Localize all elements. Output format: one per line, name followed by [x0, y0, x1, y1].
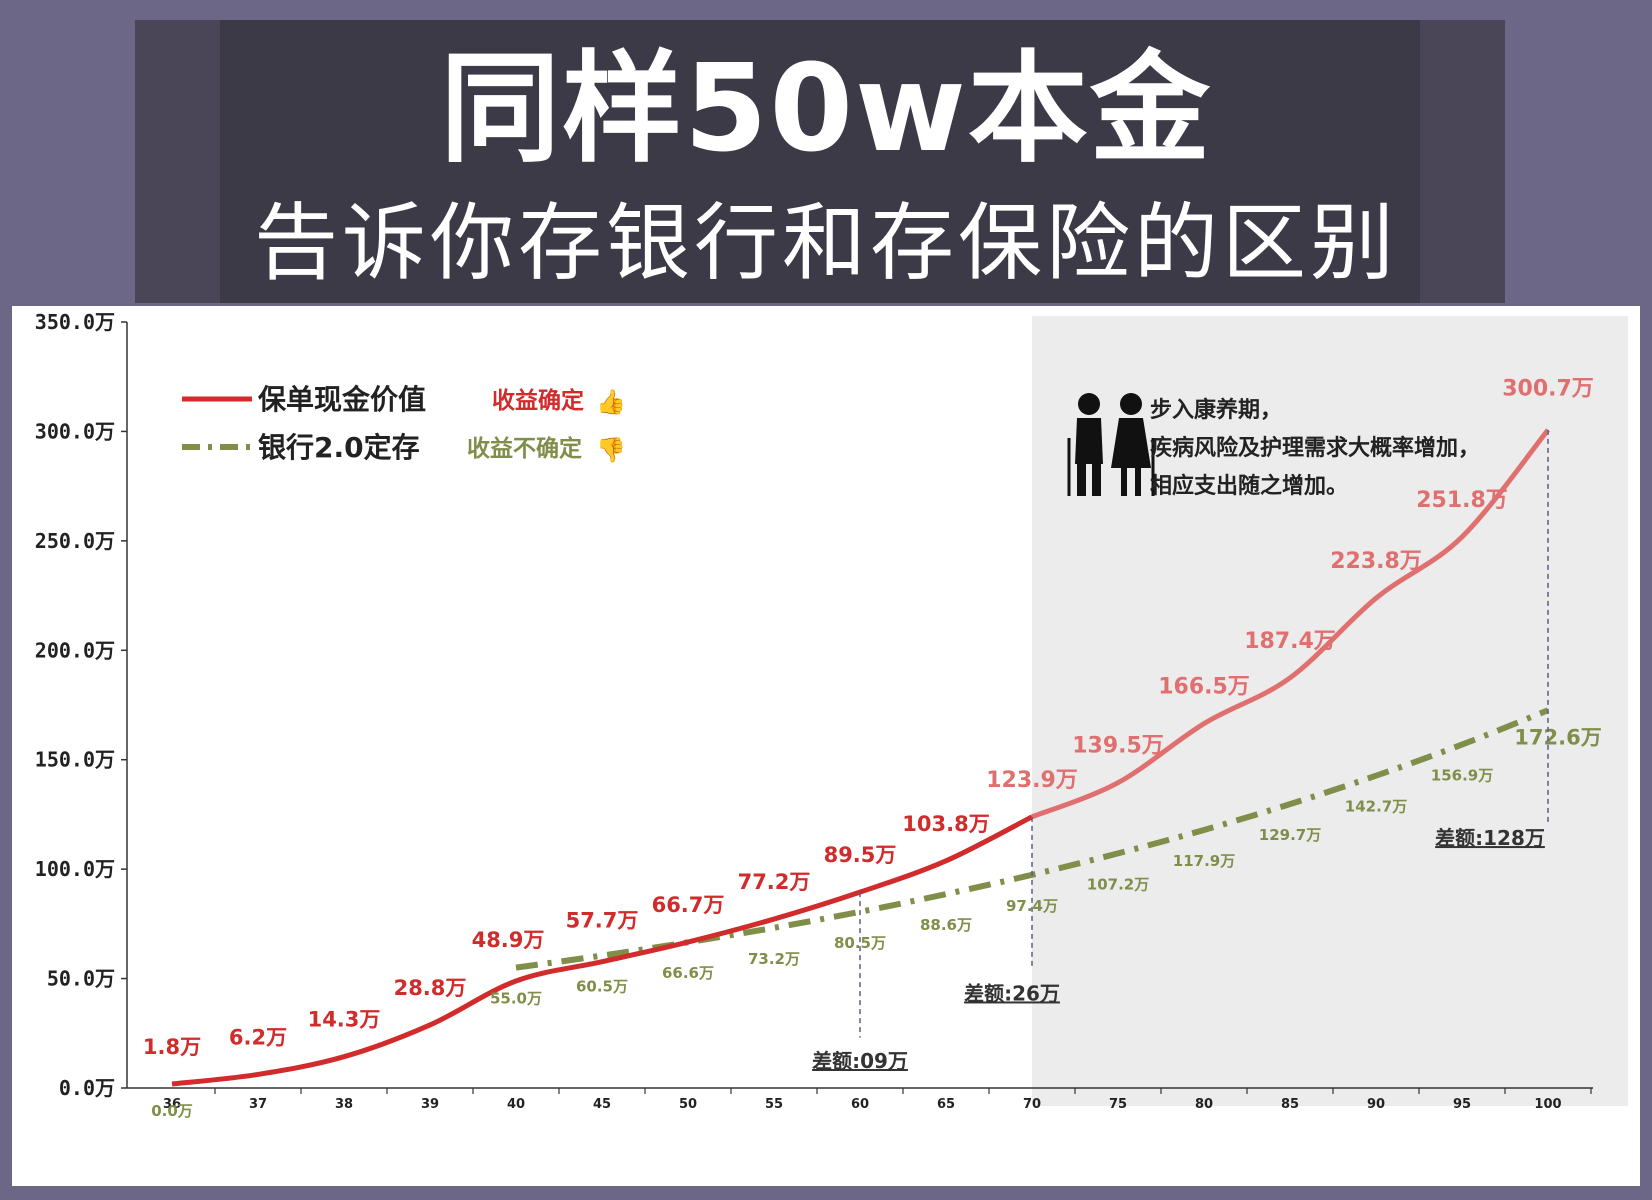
x-tick-label: 75 — [1109, 1097, 1127, 1112]
data-label-bank: 156.9万 — [1431, 767, 1493, 785]
x-tick-label: 37 — [249, 1097, 267, 1112]
data-label-insurance: 57.7万 — [566, 909, 639, 933]
y-tick-label: 0.0万 — [59, 1076, 115, 1100]
data-label-insurance: 66.7万 — [652, 893, 725, 917]
data-label-bank: 73.2万 — [748, 950, 800, 968]
x-tick-label: 70 — [1023, 1097, 1041, 1112]
data-label-insurance: 103.8万 — [902, 812, 989, 836]
header-banner — [135, 20, 1505, 303]
x-tick-label: 90 — [1367, 1097, 1385, 1112]
data-label-insurance: 300.7万 — [1502, 376, 1594, 401]
data-label-insurance: 223.8万 — [1330, 549, 1422, 574]
data-label-insurance: 1.8万 — [143, 1035, 201, 1059]
legend-label-bank: 银行2.0定存 — [258, 431, 420, 464]
page-subtitle: 告诉你存银行和存保险的区别 — [253, 194, 1398, 292]
y-tick-label: 250.0万 — [35, 529, 115, 553]
x-tick-label: 95 — [1453, 1097, 1471, 1112]
x-tick-label: 55 — [765, 1097, 783, 1112]
annotation-line: 步入康养期， — [1150, 397, 1282, 423]
y-tick-label: 150.0万 — [35, 748, 115, 772]
data-label-insurance: 251.8万 — [1416, 488, 1508, 513]
y-tick-label: 100.0万 — [35, 857, 115, 881]
thumbs-up-icon: 👍 — [596, 388, 626, 416]
data-label-bank: 55.0万 — [490, 990, 542, 1008]
thumbs-down-icon: 👎 — [596, 436, 626, 464]
data-label-bank: 142.7万 — [1345, 798, 1407, 816]
x-tick-label: 65 — [937, 1097, 955, 1112]
data-label-bank: 117.9万 — [1173, 852, 1235, 870]
y-tick-label: 200.0万 — [35, 638, 115, 662]
header-banner-inner — [220, 20, 1420, 303]
x-tick-label: 50 — [679, 1097, 697, 1112]
data-label-insurance: 139.5万 — [1072, 734, 1164, 759]
data-label-bank: 172.6万 — [1514, 725, 1601, 749]
data-label-insurance: 187.4万 — [1244, 629, 1336, 654]
difference-label: 差额:09万 — [812, 1049, 908, 1073]
series-line-insurance — [171, 814, 1034, 1087]
data-label-bank: 66.6万 — [662, 964, 714, 982]
x-tick-label: 60 — [851, 1097, 869, 1112]
x-tick-label: 45 — [593, 1097, 611, 1112]
x-tick-label: 80 — [1195, 1097, 1213, 1112]
legend-label-insurance: 保单现金价值 — [258, 383, 426, 416]
annotation-line: 相应支出随之增加。 — [1150, 473, 1348, 499]
data-label-bank: 60.5万 — [576, 978, 628, 996]
data-label-insurance: 14.3万 — [308, 1008, 381, 1032]
watermark: 郑重其险 — [1413, 1110, 1630, 1170]
data-label-bank: 107.2万 — [1087, 875, 1149, 893]
data-label-bank: 0.0万 — [151, 1102, 193, 1120]
data-label-insurance: 28.8万 — [394, 976, 467, 1000]
annotation-line: 疾病风险及护理需求大概率增加， — [1150, 435, 1480, 461]
difference-label: 差额:128万 — [1435, 826, 1545, 850]
difference-label: 差额:26万 — [964, 981, 1060, 1005]
y-tick-label: 50.0万 — [47, 967, 115, 991]
data-label-insurance: 77.2万 — [738, 870, 811, 894]
data-label-insurance: 89.5万 — [824, 843, 897, 867]
x-tick-label: 38 — [335, 1097, 353, 1112]
page-title: 同样50w本金 — [440, 40, 1212, 179]
x-tick-label: 36 — [163, 1097, 181, 1112]
y-tick-label: 350.0万 — [35, 310, 115, 334]
series-line-insurance-late — [1031, 428, 1550, 820]
legend-tag-insurance: 收益确定 — [492, 387, 584, 414]
chart-panel: 0.0万 50.0万 100.0万 150.0万 200.0万 250.0万 300.0万 3… — [12, 306, 1640, 1186]
data-label-insurance: 48.9万 — [472, 928, 545, 952]
legend-tag-bank: 收益不确定 — [467, 435, 582, 462]
x-tick-label: 39 — [421, 1097, 439, 1112]
data-label-bank: 80.5万 — [834, 934, 886, 952]
line-chart: 0.0万 50.0万 100.0万 150.0万 200.0万 250.0万 300.0万 3… — [35, 310, 1628, 1120]
x-tick-label: 40 — [507, 1097, 525, 1112]
y-tick-label: 300.0万 — [35, 419, 115, 443]
data-label-insurance: 123.9万 — [986, 768, 1078, 793]
data-label-bank: 129.7万 — [1259, 826, 1321, 844]
elderly-couple-icon — [1067, 393, 1155, 496]
data-label-insurance: 6.2万 — [229, 1025, 287, 1049]
x-tick-label: 100 — [1534, 1097, 1561, 1112]
data-label-bank: 97.4万 — [1006, 897, 1058, 915]
data-label-bank: 88.6万 — [920, 916, 972, 934]
x-tick-label: 85 — [1281, 1097, 1299, 1112]
data-label-insurance: 166.5万 — [1158, 675, 1250, 700]
